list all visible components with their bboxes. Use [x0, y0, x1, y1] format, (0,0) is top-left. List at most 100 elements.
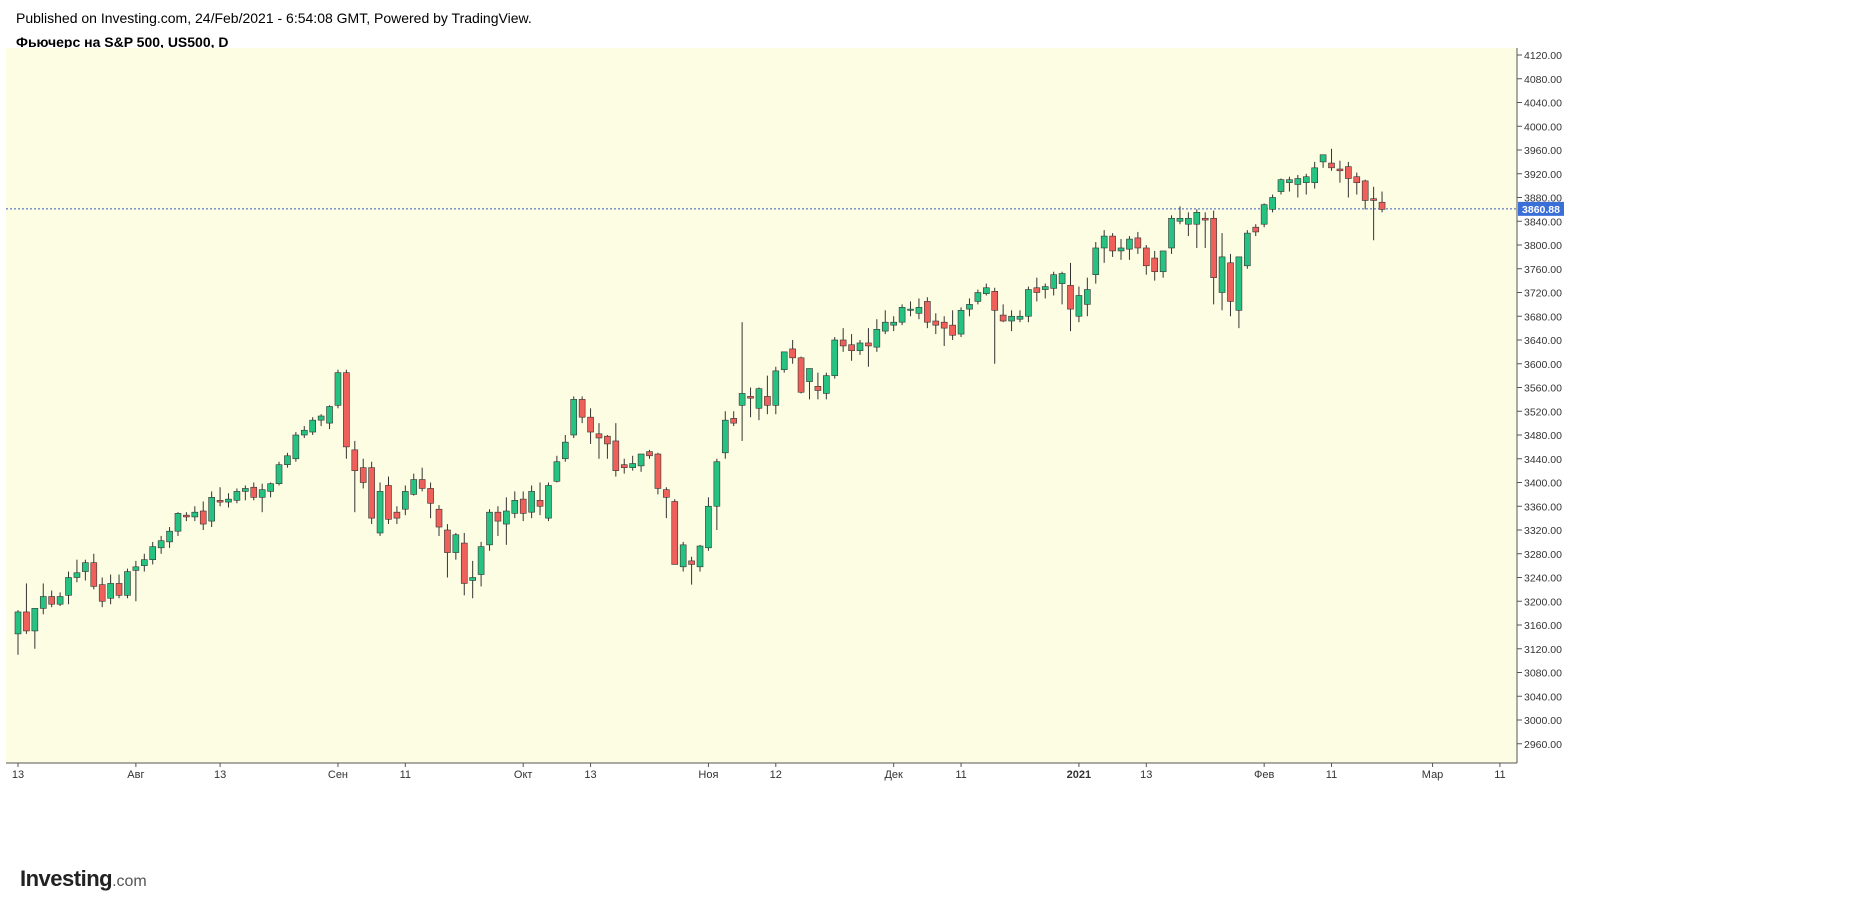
- candle: [452, 532, 460, 560]
- candle-body: [1260, 204, 1268, 225]
- candle-body: [873, 329, 881, 348]
- candle: [1041, 283, 1049, 299]
- candle-body: [957, 310, 965, 335]
- candle-body: [1151, 257, 1158, 273]
- candle-body: [511, 500, 519, 514]
- candle: [663, 487, 670, 519]
- candle: [1075, 286, 1083, 323]
- y-tick-label: 4120.00: [1524, 50, 1562, 62]
- y-tick-label: 3440.00: [1524, 454, 1562, 466]
- candle: [1361, 179, 1369, 210]
- candle-body: [359, 467, 367, 483]
- candle-body: [1244, 232, 1251, 267]
- candle: [1134, 231, 1142, 254]
- candle: [1067, 262, 1074, 332]
- y-tick-label: 3600.00: [1524, 359, 1562, 371]
- candle: [258, 483, 266, 513]
- candle: [326, 405, 333, 430]
- x-axis: 13 Авг 13 Сен 11 Окт 13 Ноя 12 Дек 11 2021 13 Фев 11 Ма…: [6, 762, 1517, 781]
- candle: [65, 571, 72, 605]
- candle: [1277, 178, 1285, 195]
- y-tick-label: 2960.00: [1524, 739, 1562, 751]
- candle: [1025, 286, 1032, 323]
- candle: [924, 297, 931, 329]
- candle: [242, 485, 249, 501]
- candle-body: [1100, 235, 1108, 249]
- candle-body: [385, 485, 392, 520]
- logo-suffix: .com: [112, 873, 147, 890]
- candle-body: [595, 433, 603, 439]
- candle: [300, 426, 308, 438]
- candle-body: [705, 505, 712, 549]
- candle-body: [141, 559, 148, 566]
- candle-body: [612, 440, 620, 471]
- candle-body: [814, 386, 822, 391]
- candle: [393, 506, 401, 525]
- y-tick-label: 3480.00: [1524, 430, 1562, 442]
- candle-body: [1067, 285, 1074, 310]
- candle: [991, 287, 999, 364]
- candle-body: [881, 321, 889, 332]
- candle-body: [23, 611, 30, 632]
- candle-body: [797, 357, 805, 393]
- y-tick-label: 3040.00: [1524, 691, 1562, 703]
- candle-body: [1319, 154, 1327, 163]
- candle-body: [856, 342, 864, 351]
- y-tick-label: 3520.00: [1524, 406, 1562, 418]
- candle-body: [1142, 247, 1150, 267]
- candle: [418, 467, 426, 492]
- candle: [721, 411, 729, 459]
- candle: [1302, 173, 1310, 195]
- candle-body: [90, 562, 98, 587]
- candle-body: [1302, 176, 1310, 183]
- candle-body: [166, 530, 173, 543]
- published-line: Published on Investing.com, 24/Feb/2021 …: [16, 10, 532, 26]
- x-tick-label: Сен: [328, 769, 348, 781]
- candle-body: [663, 489, 670, 498]
- candle: [174, 512, 182, 536]
- candle-body: [536, 500, 544, 507]
- candle-body: [1134, 237, 1142, 249]
- candle-body: [780, 351, 788, 370]
- candle-body: [149, 546, 157, 560]
- current-price-tag: 3860.88: [1518, 201, 1564, 216]
- candle-body: [519, 498, 527, 514]
- x-tick-label: 11: [400, 769, 411, 781]
- candle: [317, 414, 325, 427]
- candle-body: [1041, 286, 1049, 290]
- candle: [1336, 160, 1344, 183]
- x-tick-label: Ноя: [698, 769, 718, 781]
- y-tick-label: 3360.00: [1524, 501, 1562, 513]
- candle-body: [1353, 176, 1361, 183]
- candle-body: [1210, 217, 1217, 278]
- x-tick-label: 13: [1140, 769, 1152, 781]
- candle: [604, 435, 611, 459]
- candle-body: [191, 511, 199, 518]
- candle: [1100, 230, 1108, 263]
- candle-body: [1294, 178, 1302, 185]
- candle: [890, 316, 897, 332]
- candle: [267, 482, 274, 498]
- candle-body: [578, 399, 586, 418]
- candle-body: [688, 560, 695, 565]
- candle-body: [73, 572, 81, 578]
- candle-body: [1311, 167, 1318, 183]
- candle: [1058, 271, 1066, 305]
- candle-body: [755, 388, 763, 409]
- candle: [881, 310, 889, 335]
- candle: [966, 298, 973, 317]
- candle: [764, 375, 771, 415]
- candle-body: [368, 467, 375, 519]
- candle-body: [402, 491, 409, 510]
- candle-body: [376, 491, 384, 534]
- candle: [427, 482, 434, 519]
- candle-body: [452, 534, 460, 553]
- candle-body: [713, 461, 721, 507]
- candle: [1260, 203, 1268, 228]
- candle: [73, 559, 81, 583]
- candle-body: [326, 406, 333, 424]
- candle-body: [772, 370, 780, 406]
- candle: [1269, 194, 1276, 213]
- candle-body: [477, 546, 485, 575]
- candle-body: [1050, 274, 1057, 289]
